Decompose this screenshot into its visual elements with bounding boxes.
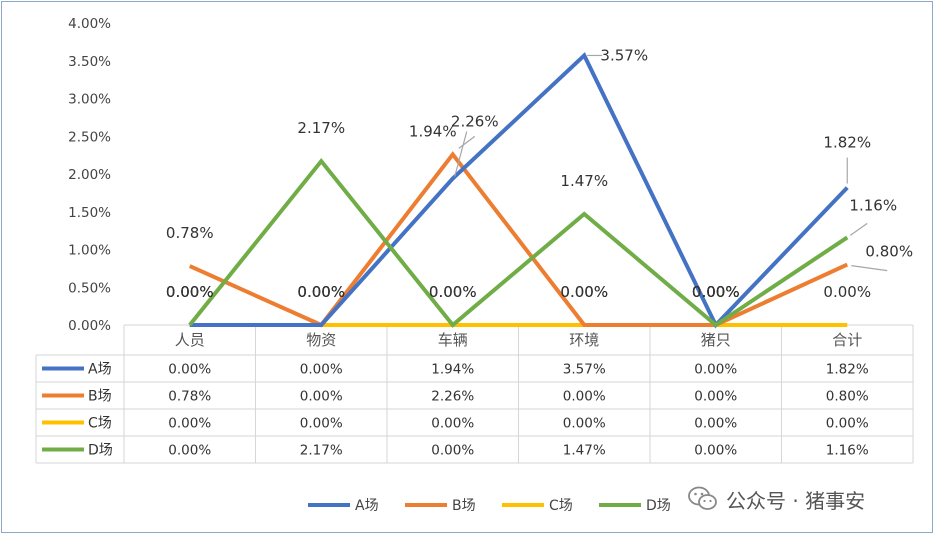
table-series-name: A场 xyxy=(88,362,112,378)
data-label: 0.00% xyxy=(297,283,345,301)
table-cell: 2.17% xyxy=(300,443,343,459)
table-cell: 0.00% xyxy=(168,362,211,378)
x-category-label: 人员 xyxy=(175,331,205,349)
table-cell: 0.00% xyxy=(168,443,211,459)
data-label: 0.00% xyxy=(166,283,214,301)
x-category-label: 猪只 xyxy=(701,331,731,349)
data-label: 0.00% xyxy=(166,283,214,301)
watermark-text: 公众号 · 猪事安 xyxy=(726,488,866,513)
table-series-name: B场 xyxy=(88,389,112,405)
table-series-name: D场 xyxy=(88,443,113,459)
y-tick-label: 3.50% xyxy=(68,54,111,70)
y-tick-label: 2.50% xyxy=(68,129,111,145)
table-cell: 0.00% xyxy=(431,443,474,459)
x-category-label: 合计 xyxy=(832,331,862,349)
legend-label: D场 xyxy=(646,498,671,514)
table-cell: 0.00% xyxy=(694,416,737,432)
table-cell: 1.94% xyxy=(431,362,474,378)
table-cell: 0.00% xyxy=(300,389,343,405)
table-cell: 0.00% xyxy=(168,416,211,432)
data-label: 0.00% xyxy=(166,283,214,301)
data-label: 0.00% xyxy=(429,283,477,301)
table-cell: 0.00% xyxy=(694,389,737,405)
watermark: 公众号 · 猪事安 xyxy=(688,482,865,516)
x-category-label: 车辆 xyxy=(438,331,468,349)
y-tick-label: 1.00% xyxy=(68,243,111,259)
table-cell: 0.00% xyxy=(300,416,343,432)
data-label: 2.26% xyxy=(451,112,499,130)
table-cell: 0.00% xyxy=(694,443,737,459)
data-label: 2.17% xyxy=(297,119,345,137)
series-line xyxy=(188,151,849,328)
table-cell: 0.00% xyxy=(694,362,737,378)
x-category-label: 物资 xyxy=(306,331,336,349)
data-label: 0.00% xyxy=(692,283,740,301)
data-label: 0.00% xyxy=(297,283,345,301)
legend-label: C场 xyxy=(549,498,573,514)
table-cell: 2.26% xyxy=(431,389,474,405)
table-cell: 1.47% xyxy=(563,443,606,459)
data-label: 0.00% xyxy=(560,283,608,301)
table-cell: 0.78% xyxy=(168,389,211,405)
legend-label: B场 xyxy=(452,498,476,514)
data-label: 0.78% xyxy=(166,224,214,242)
data-label: 1.47% xyxy=(560,172,608,190)
legend-label: A场 xyxy=(355,498,379,514)
data-label: 0.80% xyxy=(865,243,913,261)
data-label: 0.00% xyxy=(297,283,345,301)
wechat-icon xyxy=(688,486,718,512)
data-label: 0.00% xyxy=(692,283,740,301)
y-tick-label: 1.50% xyxy=(68,205,111,221)
table-cell: 1.16% xyxy=(826,443,869,459)
table-cell: 0.00% xyxy=(563,389,606,405)
data-label: 1.82% xyxy=(823,134,871,152)
data-label-leader xyxy=(454,131,468,177)
data-label: 0.00% xyxy=(823,283,871,301)
y-tick-label: 0.00% xyxy=(68,318,111,334)
table-cell: 0.00% xyxy=(300,362,343,378)
table-cell: 3.57% xyxy=(563,362,606,378)
data-label: 1.94% xyxy=(409,123,457,141)
y-tick-label: 2.00% xyxy=(68,167,111,183)
data-label-leader xyxy=(849,222,868,236)
data-label-leader xyxy=(458,135,476,149)
y-tick-label: 0.50% xyxy=(68,280,111,296)
data-label: 3.57% xyxy=(600,46,648,64)
data-label: 0.00% xyxy=(560,283,608,301)
table-cell: 0.00% xyxy=(431,416,474,432)
table-cell: 0.00% xyxy=(826,416,869,432)
data-label: 0.00% xyxy=(692,283,740,301)
y-tick-label: 3.00% xyxy=(68,92,111,108)
series-line xyxy=(188,157,849,328)
data-label: 0.00% xyxy=(692,283,740,301)
table-cell: 0.00% xyxy=(563,416,606,432)
table-cell: 0.80% xyxy=(826,389,869,405)
y-tick-label: 4.00% xyxy=(68,16,111,32)
data-label: 1.16% xyxy=(849,196,897,214)
x-category-label: 环境 xyxy=(569,331,599,349)
data-label: 0.00% xyxy=(429,283,477,301)
table-series-name: C场 xyxy=(88,416,112,432)
series-line xyxy=(189,52,849,329)
data-label-leader xyxy=(851,265,888,272)
table-cell: 1.82% xyxy=(826,362,869,378)
